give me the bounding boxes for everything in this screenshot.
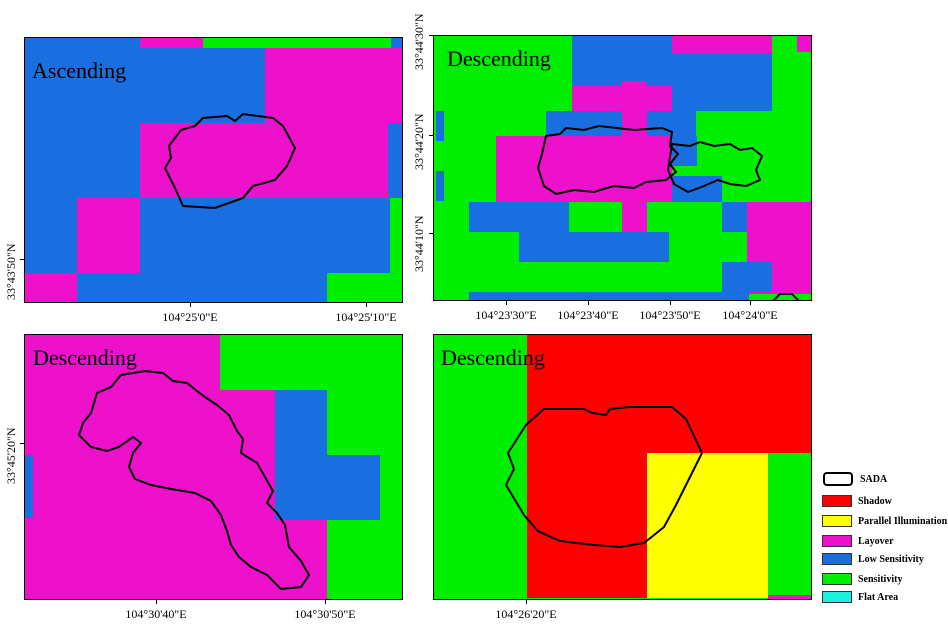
x-tick-label: 104°23'40"E xyxy=(557,308,619,322)
legend-label: Layover xyxy=(858,535,894,547)
raster-cell-low-sensitivity xyxy=(436,171,444,201)
raster-cell-layover xyxy=(622,202,647,232)
legend-item-shadow: Shadow xyxy=(822,494,892,508)
raster-cell-sensitivity xyxy=(327,273,402,302)
x-tick-mark xyxy=(588,301,589,305)
raster-cell-low-sensitivity xyxy=(275,390,327,520)
sada-boundary-outline xyxy=(77,369,311,591)
panel-title-descending: Descending xyxy=(447,46,551,71)
x-tick-mark xyxy=(366,303,367,307)
panel-title-descending: Descending xyxy=(33,345,137,370)
raster-cell-sensitivity xyxy=(327,390,402,455)
legend-swatch xyxy=(822,573,852,585)
y-tick-label: 33°43'50"N xyxy=(4,243,18,300)
legend-label: SADA xyxy=(860,473,888,485)
raster-cell-layover xyxy=(797,36,811,52)
y-tick-mark xyxy=(429,135,433,136)
x-tick-mark xyxy=(506,301,507,305)
map-panel-ascending: Ascending xyxy=(24,37,403,303)
x-tick-label: 104°30'50"E xyxy=(294,607,356,621)
y-tick-mark xyxy=(20,443,24,444)
x-tick-label: 104°24'0"E xyxy=(722,308,778,322)
map-panel-descending-3: Descending xyxy=(433,334,812,600)
raster-cell-layover xyxy=(622,81,647,136)
raster-cell-low-sensitivity xyxy=(722,202,747,232)
raster-cell-layover xyxy=(265,48,402,123)
y-tick-mark xyxy=(429,35,433,36)
panel-title-ascending: Ascending xyxy=(32,58,127,83)
raster-cell-layover xyxy=(672,36,772,54)
x-tick-label: 104°23'50"E xyxy=(639,308,701,322)
legend-label: Shadow xyxy=(858,495,892,507)
legend-item-flat-area: Flat Area xyxy=(822,590,898,604)
y-tick-mark xyxy=(20,259,24,260)
legend-label: Sensitivity xyxy=(858,573,903,585)
legend-swatch xyxy=(822,535,852,547)
raster-cell-sensitivity xyxy=(380,455,402,599)
raster-cell-low-sensitivity xyxy=(469,202,569,232)
raster-cell-sensitivity xyxy=(390,198,402,273)
x-tick-label: 104°25'0"E xyxy=(162,310,218,324)
raster-cell-sensitivity xyxy=(220,335,402,390)
x-tick-label: 104°25'10"E xyxy=(335,310,397,324)
legend-item-low-sensitivity: Low Sensitivity xyxy=(822,552,924,566)
y-tick-mark xyxy=(429,233,433,234)
raster-cell-low-sensitivity xyxy=(469,292,749,300)
raster-cell-low-sensitivity xyxy=(722,262,772,292)
x-tick-label: 104°30'40"E xyxy=(125,607,187,621)
x-tick-mark xyxy=(670,301,671,305)
raster-cell-low-sensitivity xyxy=(327,455,380,520)
map-panel-descending-2: Descending xyxy=(24,334,403,600)
x-tick-mark xyxy=(325,600,326,604)
legend-label: Flat Area xyxy=(858,591,899,603)
legend-label: Parallel Illumination xyxy=(858,515,948,527)
legend-swatch xyxy=(822,591,852,603)
sada-outline-swatch xyxy=(823,472,853,486)
legend-item-sada: SADA xyxy=(822,472,887,486)
legend-item-parallel-illumination: Parallel Illumination xyxy=(822,514,947,528)
y-tick-label: 33°45'20"N xyxy=(4,427,18,484)
raster-cell-layover xyxy=(25,273,77,302)
x-tick-mark xyxy=(750,301,751,305)
panel-title-descending: Descending xyxy=(441,345,545,370)
x-tick-mark xyxy=(190,303,191,307)
sada-boundary-outline xyxy=(163,112,297,210)
legend-label: Low Sensitivity xyxy=(858,553,924,565)
y-tick-label: 33°44'30"N xyxy=(412,13,426,70)
x-tick-label: 104°26'20"E xyxy=(495,607,557,621)
raster-cell-layover xyxy=(140,38,203,48)
y-tick-label: 33°44'10"N xyxy=(412,215,426,272)
x-tick-mark xyxy=(526,600,527,604)
raster-cell-low-sensitivity xyxy=(672,54,772,111)
legend-item-layover: Layover xyxy=(822,534,894,548)
raster-cell-shadow xyxy=(527,335,811,453)
raster-cell-low-sensitivity xyxy=(519,232,669,262)
legend-swatch xyxy=(822,495,852,507)
legend-item-sensitivity: Sensitivity xyxy=(822,572,902,586)
raster-cell-low-sensitivity xyxy=(436,111,444,141)
x-tick-label: 104°23'30"E xyxy=(475,308,537,322)
raster-cell-layover xyxy=(140,123,388,198)
raster-cell-sensitivity xyxy=(327,520,380,599)
raster-cell-parallel-illumination xyxy=(647,453,768,598)
legend-swatch xyxy=(822,515,852,527)
map-legend: SADA Shadow Parallel Illumination Layove… xyxy=(822,470,948,626)
x-tick-mark xyxy=(156,600,157,604)
sada-boundary-outline xyxy=(536,124,800,300)
raster-cell-shadow xyxy=(527,453,647,598)
raster-cell-sensitivity xyxy=(203,38,391,48)
legend-swatch xyxy=(822,553,852,565)
map-panel-descending-1: Descending xyxy=(433,35,812,301)
raster-cell-layover xyxy=(768,595,811,599)
raster-cell-layover xyxy=(77,198,140,273)
y-tick-label: 33°44'20"N xyxy=(412,113,426,170)
sada-boundary-outline xyxy=(504,406,704,549)
raster-cell-low-sensitivity xyxy=(25,455,33,518)
